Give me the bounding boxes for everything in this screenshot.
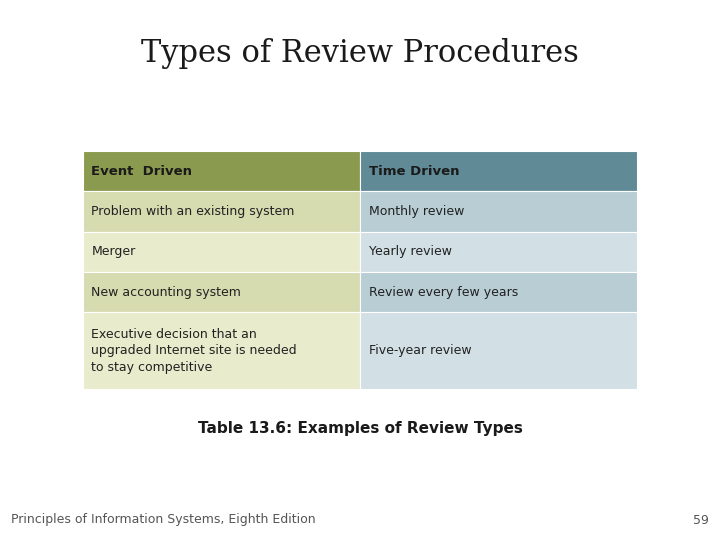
Text: Time Driven: Time Driven [369, 165, 459, 178]
Text: Event  Driven: Event Driven [91, 165, 192, 178]
Text: Table 13.6: Examples of Review Types: Table 13.6: Examples of Review Types [197, 421, 523, 436]
Bar [83, 232, 360, 272]
Text: Merger: Merger [91, 245, 135, 258]
Text: Executive decision that an
upgraded Internet site is needed
to stay competitive: Executive decision that an upgraded Inte… [91, 328, 297, 374]
Bar [83, 312, 360, 389]
Text: Monthly review: Monthly review [369, 205, 464, 218]
Bar [83, 272, 360, 312]
Bar [360, 272, 637, 312]
Text: 59: 59 [693, 514, 709, 526]
Bar [360, 312, 637, 389]
Bar [360, 192, 637, 232]
Text: Problem with an existing system: Problem with an existing system [91, 205, 294, 218]
Bar [83, 151, 360, 192]
Bar [83, 192, 360, 232]
Bar [360, 151, 637, 192]
Bar [360, 232, 637, 272]
Text: Five-year review: Five-year review [369, 344, 472, 357]
Text: Review every few years: Review every few years [369, 286, 518, 299]
Text: Types of Review Procedures: Types of Review Procedures [141, 38, 579, 69]
Text: Yearly review: Yearly review [369, 245, 451, 258]
Text: Principles of Information Systems, Eighth Edition: Principles of Information Systems, Eight… [11, 514, 315, 526]
Text: New accounting system: New accounting system [91, 286, 241, 299]
